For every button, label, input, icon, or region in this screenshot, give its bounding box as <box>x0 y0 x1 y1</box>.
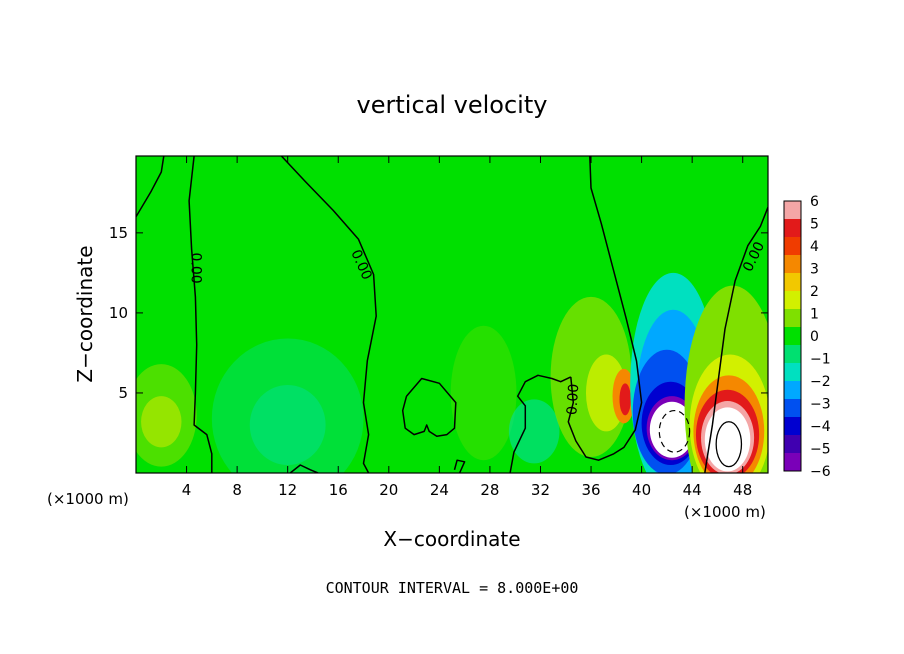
contour-line <box>188 156 213 473</box>
x-axis-label: X−coordinate <box>383 527 520 551</box>
colorbar-swatch <box>784 453 801 472</box>
colorbar-tick-label: −3 <box>810 397 831 413</box>
colorbar-swatch <box>784 363 801 382</box>
x-tick-label: 48 <box>733 481 752 499</box>
contour-line <box>453 459 466 473</box>
contour-line <box>289 464 319 473</box>
colorbar-tick-label: −4 <box>810 419 831 435</box>
x-tick-label: 12 <box>278 481 297 499</box>
contour-line <box>136 156 165 218</box>
colorbar-swatch <box>784 237 801 256</box>
colorbar-tick-label: −5 <box>810 442 831 458</box>
chart-title: vertical velocity <box>357 91 548 119</box>
colorbar: 6 5 4 3 2 1 0 −1 −2 −3 −4 −5 −6 <box>783 194 831 480</box>
contour-line <box>704 206 768 473</box>
contour-label: 0.00 <box>564 383 582 415</box>
field-cell <box>450 325 517 461</box>
x-tick-label: 40 <box>632 481 651 499</box>
colorbar-tick-label: 4 <box>810 239 819 255</box>
field-cell <box>704 407 751 472</box>
colorbar-swatch <box>784 291 801 310</box>
contour-line <box>567 156 643 461</box>
x-tick-label: 32 <box>531 481 550 499</box>
colorbar-swatch <box>784 417 801 436</box>
colorbar-swatch <box>784 309 801 328</box>
x-tick-label: 36 <box>581 481 600 499</box>
colorbar-tick-label: 3 <box>810 262 819 278</box>
colorbar-swatch <box>784 219 801 238</box>
x-tick-label: 4 <box>182 481 192 499</box>
x-tick-label: 16 <box>329 481 348 499</box>
colorbar-tick-label: 5 <box>810 217 819 233</box>
colorbar-tick-label: 6 <box>810 194 819 210</box>
field-cell <box>141 396 182 448</box>
contour-line <box>280 156 377 473</box>
colorbar-tick-label: −1 <box>810 352 831 368</box>
colorbar-frame <box>783 200 802 472</box>
colorbar-tick-label: 1 <box>810 307 819 323</box>
contour-label: 0.00 <box>187 253 203 284</box>
x-tick-label: 8 <box>232 481 242 499</box>
field-cell <box>649 401 695 458</box>
z-axis-label: Z−coordinate <box>73 245 97 382</box>
z-tick-label: 5 <box>118 384 128 402</box>
colorbar-tick-label: −6 <box>810 464 831 480</box>
contour-line <box>401 377 457 437</box>
contour-line <box>509 374 572 473</box>
colorbar-swatch <box>784 345 801 364</box>
z-tick-label: 10 <box>109 304 128 322</box>
x-axis: 4 8 12 16 20 24 28 32 36 40 44 48 <box>182 156 752 499</box>
colorbar-swatch <box>784 399 801 418</box>
colorbar-swatch <box>784 201 801 220</box>
velocity-field <box>136 156 768 473</box>
zero-contours <box>136 156 768 473</box>
updraft-contour <box>715 421 743 468</box>
downdraft-contour <box>658 409 691 453</box>
field-cell <box>508 399 560 464</box>
z-tick-label: 15 <box>109 224 128 242</box>
x-unit-left: (×1000 m) <box>47 490 129 508</box>
field-cell <box>249 384 326 465</box>
colorbar-swatch <box>784 327 801 346</box>
x-tick-label: 20 <box>379 481 398 499</box>
colorbar-swatch <box>784 435 801 454</box>
contour-interval-text: CONTOUR INTERVAL = 8.000E+00 <box>326 579 579 597</box>
colorbar-swatch <box>784 273 801 292</box>
x-tick-label: 44 <box>683 481 702 499</box>
plot-frame <box>135 155 769 474</box>
colorbar-swatch <box>784 381 801 400</box>
field-cell <box>619 383 631 416</box>
z-axis: 5 10 15 <box>109 224 768 402</box>
x-unit-right: (×1000 m) <box>684 503 766 521</box>
colorbar-tick-label: −2 <box>810 374 831 390</box>
colorbar-tick-label: 0 <box>810 329 819 345</box>
colorbar-tick-label: 2 <box>810 284 819 300</box>
colorbar-swatch <box>784 255 801 274</box>
x-tick-label: 24 <box>430 481 449 499</box>
x-tick-label: 28 <box>480 481 499 499</box>
